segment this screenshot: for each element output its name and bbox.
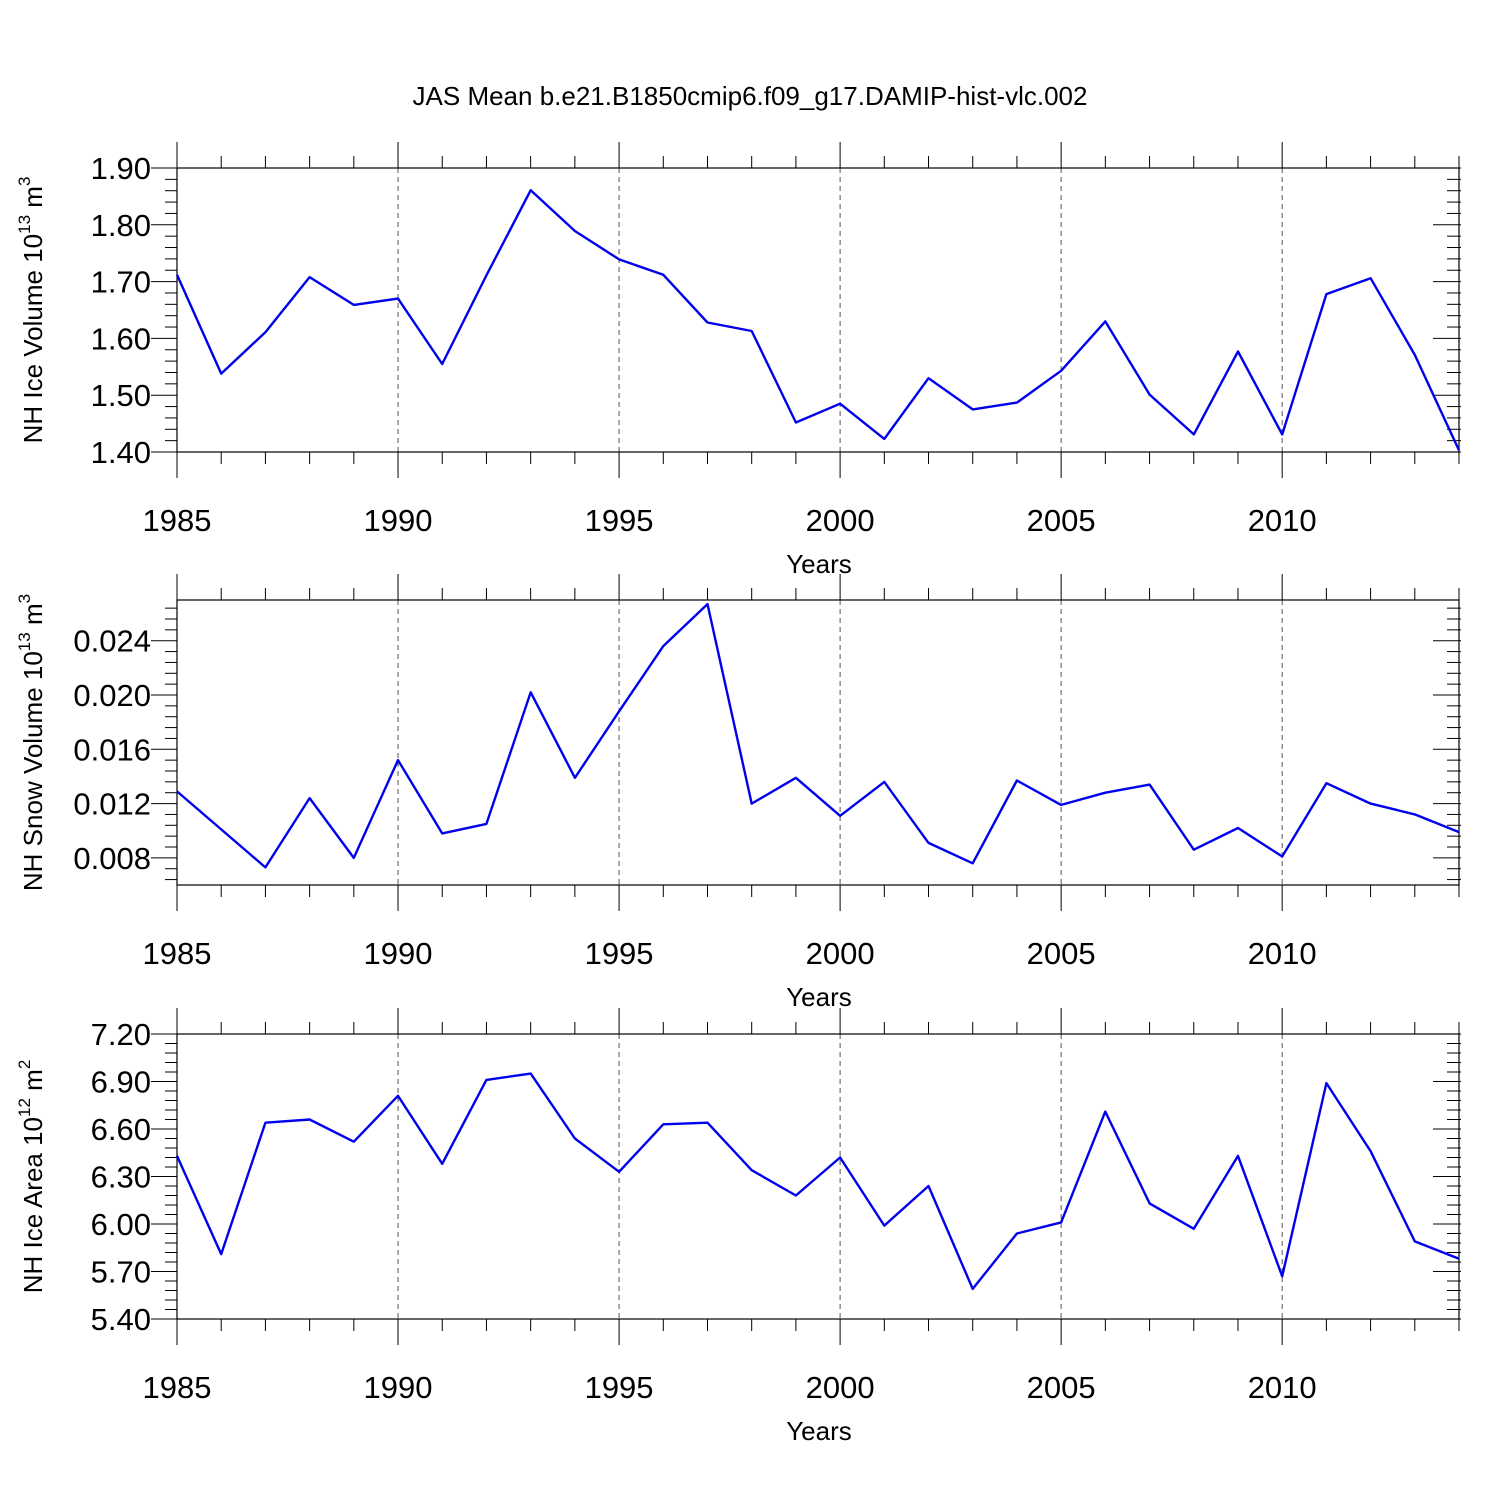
- series-line: [175, 1072, 1460, 1291]
- y-tick-label: 6.60: [91, 1112, 151, 1147]
- x-tick-label: 1985: [143, 1370, 212, 1405]
- y-tick-label: 5.40: [91, 1302, 151, 1337]
- panels: 1985 1990 1995 2000 2005 2010 1.40 1.50 1.60 1.70…: [15, 142, 1461, 1446]
- x-axis-label: Years: [786, 549, 852, 579]
- panel-1: 1985 1990 1995 2000 2005 2010 1.40 1.50 1.60 1.70…: [15, 142, 1461, 579]
- panel-3: 1985 1990 1995 2000 2005 2010 5.40 5.70 6.00 6.30…: [15, 1008, 1461, 1446]
- y-tick-label: 6.00: [91, 1207, 151, 1242]
- panel-2: 1985 1990 1995 2000 2005 2010 0.008 0.012 0.016 0…: [15, 574, 1461, 1012]
- y-tick-label: 7.20: [91, 1017, 151, 1052]
- y-tick-label: 1.80: [91, 208, 151, 243]
- y-tick-label: 5.70: [91, 1255, 151, 1290]
- plot-frame: [176, 599, 1460, 886]
- x-tick-label: 2005: [1027, 503, 1096, 538]
- y-tick-label: 1.40: [91, 435, 151, 470]
- x-tick-label: 2010: [1248, 503, 1317, 538]
- y-axis-label-unit-exponent: 3: [15, 177, 34, 186]
- y-tick-label: 6.90: [91, 1065, 151, 1100]
- x-tick-label: 1985: [143, 936, 212, 971]
- x-tick-label: 2005: [1027, 936, 1096, 971]
- x-tick-label: 1985: [143, 503, 212, 538]
- plot-frame: [176, 167, 1460, 453]
- x-tick-label: 2010: [1248, 936, 1317, 971]
- x-tick-label: 2000: [806, 936, 875, 971]
- y-axis-label-unit: m: [18, 186, 48, 215]
- series-line: [175, 188, 1461, 451]
- y-axis-label: NH Ice Area 1012 m2: [15, 1060, 48, 1294]
- y-tick-label: 1.90: [91, 151, 151, 186]
- y-axis-label-main: NH Ice Volume 10: [18, 234, 48, 444]
- figure-title: JAS Mean b.e21.B1850cmip6.f09_g17.DAMIP-…: [413, 81, 1088, 111]
- x-tick-label: 2000: [806, 503, 875, 538]
- x-tick-label: 2005: [1027, 1370, 1096, 1405]
- y-tick-label: 0.008: [73, 841, 151, 876]
- y-axis-label-unit: m: [18, 603, 48, 632]
- y-axis-label-unit-exponent: 3: [15, 594, 34, 603]
- x-tick-label: 1990: [364, 503, 433, 538]
- y-tick-label: 6.30: [91, 1160, 151, 1195]
- y-tick-label: 0.016: [73, 732, 151, 767]
- y-axis-label-exponent: 13: [15, 632, 34, 651]
- y-axis-label: NH Snow Volume 1013 m3: [15, 594, 48, 891]
- x-axis-label: Years: [786, 1416, 852, 1446]
- x-tick-label: 1990: [364, 936, 433, 971]
- y-axis-label-main: NH Snow Volume 10: [18, 651, 48, 891]
- y-tick-label: 1.70: [91, 265, 151, 300]
- y-axis-label-unit: m: [18, 1069, 48, 1098]
- series-line: [176, 602, 1460, 869]
- x-tick-label: 2000: [806, 1370, 875, 1405]
- y-axis-label-exponent: 12: [15, 1098, 34, 1117]
- x-tick-label: 1995: [585, 503, 654, 538]
- y-tick-label: 1.50: [91, 378, 151, 413]
- x-tick-label: 1995: [585, 1370, 654, 1405]
- x-tick-label: 1995: [585, 936, 654, 971]
- y-axis-label-exponent: 13: [15, 215, 34, 234]
- y-tick-label: 0.024: [73, 624, 151, 659]
- y-tick-label: 1.60: [91, 321, 151, 356]
- y-axis-label-unit-exponent: 2: [15, 1060, 34, 1069]
- y-tick-label: 0.012: [73, 787, 151, 822]
- y-axis-label-main: NH Ice Area 10: [18, 1117, 48, 1293]
- x-axis-label: Years: [786, 982, 852, 1012]
- x-tick-label: 2010: [1248, 1370, 1317, 1405]
- y-axis-label: NH Ice Volume 1013 m3: [15, 177, 48, 444]
- y-tick-label: 0.020: [73, 678, 151, 713]
- x-tick-label: 1990: [364, 1370, 433, 1405]
